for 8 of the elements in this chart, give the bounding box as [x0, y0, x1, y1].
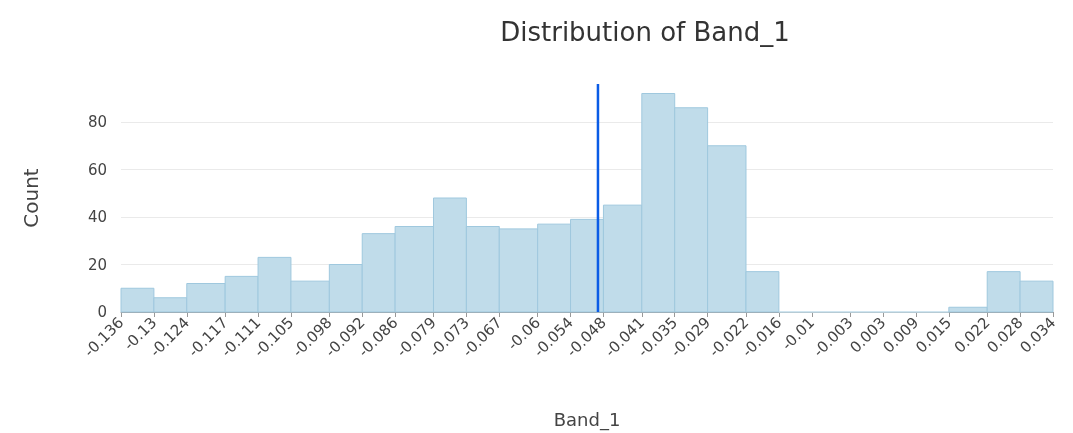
- y-tick-label: 40: [87, 208, 107, 226]
- y-axis-title: Count: [19, 168, 43, 228]
- y-tick-label: 20: [87, 255, 107, 274]
- y-tick-label: 60: [87, 160, 107, 179]
- chart-title: Distribution of Band_1: [500, 17, 790, 47]
- x-axis-title: Band_1: [553, 408, 621, 431]
- y-tick-label: 0: [97, 303, 107, 321]
- y-tick-label: 80: [87, 113, 107, 131]
